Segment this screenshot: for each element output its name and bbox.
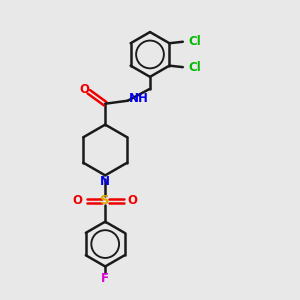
Text: O: O xyxy=(128,194,138,207)
Text: O: O xyxy=(79,83,89,96)
Text: NH: NH xyxy=(129,92,149,105)
Text: O: O xyxy=(73,194,83,207)
Text: Cl: Cl xyxy=(189,35,202,48)
Text: S: S xyxy=(100,194,110,207)
Text: N: N xyxy=(100,176,110,188)
Text: Cl: Cl xyxy=(189,61,202,74)
Text: F: F xyxy=(101,272,109,285)
